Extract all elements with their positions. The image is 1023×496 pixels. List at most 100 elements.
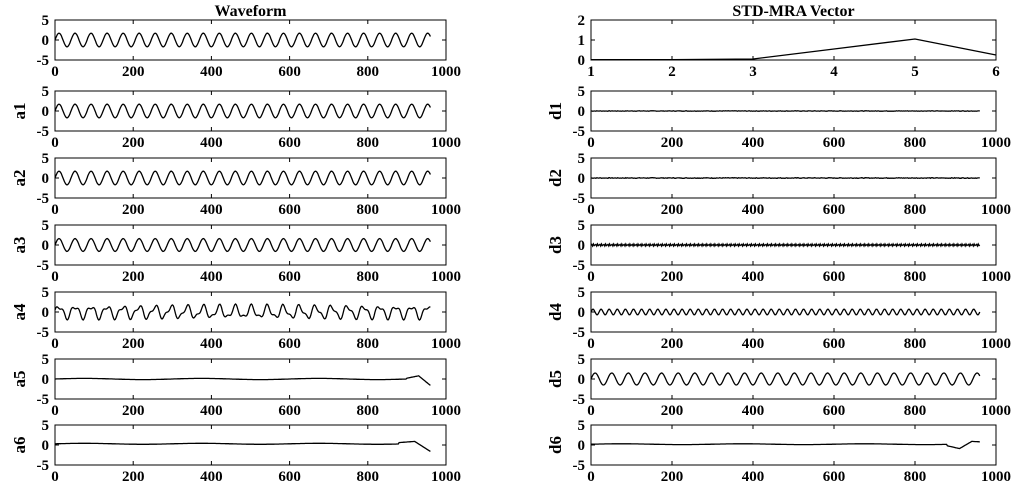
series-line — [54, 170, 431, 186]
y-tick-label: 0 — [578, 171, 586, 187]
y-axis-label: a3 — [10, 237, 29, 254]
y-tick-label: -5 — [37, 258, 50, 274]
x-tick-label: 200 — [661, 135, 684, 151]
series-line — [54, 237, 431, 253]
x-tick-label: 6 — [992, 64, 1000, 80]
x-tick-label: 600 — [278, 336, 301, 352]
x-tick-label: 0 — [51, 269, 59, 285]
x-tick-label: 600 — [278, 135, 301, 151]
x-tick-label: 4 — [830, 64, 838, 80]
x-tick-label: 800 — [357, 403, 380, 419]
x-tick-label: 200 — [122, 202, 145, 218]
x-tick-label: 1000 — [981, 202, 1011, 218]
x-tick-label: 1 — [587, 64, 595, 80]
chart-title: STD-MRA Vector — [732, 3, 854, 20]
y-axis-label: d6 — [546, 436, 565, 454]
x-tick-label: 1000 — [431, 64, 461, 80]
x-tick-label: 800 — [357, 469, 380, 485]
y-tick-label: 0 — [578, 238, 586, 254]
x-tick-label: 800 — [904, 135, 927, 151]
y-tick-label: 5 — [42, 352, 50, 368]
x-tick-label: 200 — [122, 469, 145, 485]
x-tick-label: 1000 — [981, 135, 1011, 151]
y-axis-label: a5 — [10, 371, 29, 388]
x-tick-label: 200 — [661, 469, 684, 485]
y-tick-label: -5 — [37, 53, 50, 69]
x-tick-label: 600 — [823, 202, 846, 218]
x-tick-label: 600 — [278, 269, 301, 285]
x-tick-label: 1000 — [431, 336, 461, 352]
x-tick-label: 600 — [823, 403, 846, 419]
x-tick-label: 800 — [904, 403, 927, 419]
x-tick-label: 600 — [278, 469, 301, 485]
x-tick-label: 600 — [278, 202, 301, 218]
y-tick-label: 0 — [42, 305, 50, 321]
series-line — [591, 440, 980, 450]
y-tick-label: -5 — [37, 191, 50, 207]
x-tick-label: 800 — [357, 269, 380, 285]
y-tick-label: 0 — [42, 171, 50, 187]
x-tick-label: 1000 — [431, 135, 461, 151]
x-tick-label: 800 — [904, 469, 927, 485]
x-tick-label: 400 — [200, 269, 223, 285]
x-tick-label: 5 — [911, 64, 919, 80]
y-axis-label: d2 — [546, 169, 565, 187]
x-tick-label: 800 — [904, 336, 927, 352]
y-tick-label: -5 — [37, 325, 50, 341]
axes-frame — [54, 90, 447, 132]
x-tick-label: 800 — [357, 64, 380, 80]
y-tick-label: 0 — [578, 305, 586, 321]
y-tick-label: 0 — [42, 104, 50, 120]
y-tick-label: 5 — [42, 418, 50, 434]
axes-frame — [54, 19, 447, 61]
series-line — [590, 372, 981, 386]
y-tick-label: 5 — [578, 352, 586, 368]
x-tick-label: 400 — [200, 403, 223, 419]
x-tick-label: 400 — [742, 202, 765, 218]
y-tick-label: -5 — [573, 258, 586, 274]
x-tick-label: 400 — [200, 135, 223, 151]
y-tick-label: -5 — [573, 325, 586, 341]
x-tick-label: 800 — [357, 135, 380, 151]
y-axis-label: d4 — [546, 303, 565, 321]
x-tick-label: 200 — [122, 336, 145, 352]
y-tick-label: -5 — [573, 124, 586, 140]
x-tick-label: 1000 — [431, 403, 461, 419]
x-tick-label: 200 — [661, 403, 684, 419]
x-tick-label: 200 — [661, 202, 684, 218]
y-tick-label: 5 — [578, 418, 586, 434]
x-tick-label: 1000 — [981, 403, 1011, 419]
series-line — [591, 38, 997, 61]
x-tick-label: 0 — [51, 403, 59, 419]
x-tick-label: 600 — [278, 403, 301, 419]
x-tick-label: 200 — [661, 269, 684, 285]
series-line — [54, 303, 431, 321]
x-tick-label: 1000 — [981, 469, 1011, 485]
y-tick-label: 0 — [578, 53, 586, 69]
y-tick-label: -5 — [573, 392, 586, 408]
x-tick-label: 0 — [51, 202, 59, 218]
axes-frame — [54, 291, 447, 333]
x-tick-label: 600 — [823, 336, 846, 352]
y-tick-label: 2 — [578, 13, 586, 29]
x-tick-label: 400 — [742, 336, 765, 352]
y-tick-label: 1 — [578, 33, 586, 49]
x-tick-label: 1000 — [431, 469, 461, 485]
x-tick-label: 400 — [200, 336, 223, 352]
x-tick-label: 800 — [904, 269, 927, 285]
x-tick-label: 1000 — [981, 336, 1011, 352]
y-tick-label: -5 — [37, 458, 50, 474]
x-tick-label: 0 — [587, 469, 595, 485]
axes-frame — [54, 424, 447, 466]
y-axis-label: d3 — [546, 236, 565, 254]
x-tick-label: 0 — [51, 64, 59, 80]
